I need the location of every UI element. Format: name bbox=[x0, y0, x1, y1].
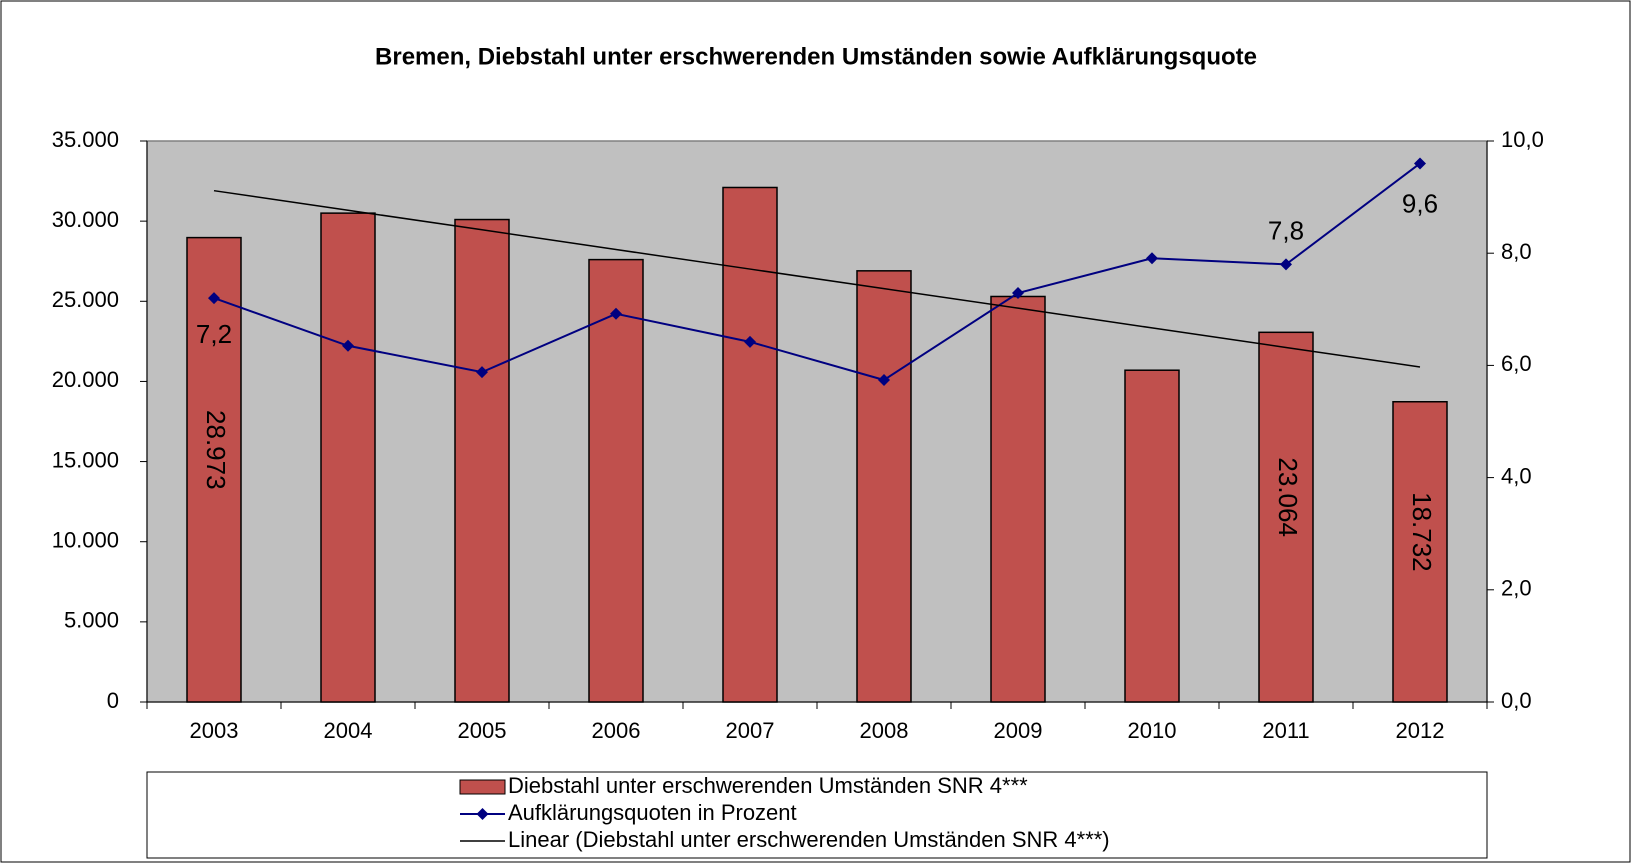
rate-marker bbox=[878, 373, 890, 386]
x-tick-label: 2006 bbox=[592, 718, 641, 743]
y-tick-label: 30.000 bbox=[52, 207, 119, 232]
bar bbox=[186, 236, 242, 703]
bar-value-label: 28.973 bbox=[201, 410, 231, 490]
chart-title: Bremen, Diebstahl unter erschwerenden Um… bbox=[375, 43, 1257, 70]
legend-label: Aufklärungsquoten in Prozent bbox=[508, 800, 797, 825]
x-tick-label: 2011 bbox=[1262, 718, 1309, 743]
rate-marker bbox=[744, 335, 756, 348]
rate-marker bbox=[342, 339, 354, 352]
legend-label: Linear (Diebstahl unter erschwerenden Um… bbox=[508, 827, 1110, 852]
y-tick-label: 10.000 bbox=[52, 528, 119, 553]
y-tick-label: 15.000 bbox=[52, 447, 119, 472]
bar-value-label: 18.732 bbox=[1407, 492, 1437, 572]
bar-value-label: 23.064 bbox=[1273, 457, 1303, 537]
y-tick-label: 35.000 bbox=[52, 127, 119, 152]
line-value-label: 9,6 bbox=[1402, 188, 1438, 218]
bar bbox=[856, 270, 912, 703]
bar bbox=[1258, 331, 1314, 703]
rate-marker bbox=[1146, 252, 1158, 265]
y2-tick-label: 0,0 bbox=[1501, 688, 1532, 713]
y2-tick-label: 6,0 bbox=[1501, 351, 1532, 376]
rate-marker bbox=[208, 292, 220, 305]
trend-line bbox=[213, 189, 1421, 368]
x-tick-label: 2004 bbox=[324, 718, 373, 743]
rate-marker bbox=[476, 366, 488, 379]
rate-line bbox=[213, 162, 1421, 382]
rate-marker bbox=[1414, 157, 1426, 170]
y-tick-label: 20.000 bbox=[52, 367, 119, 392]
legend-swatch bbox=[459, 779, 506, 795]
bar bbox=[990, 295, 1046, 703]
x-tick-label: 2012 bbox=[1396, 718, 1445, 743]
x-tick-label: 2010 bbox=[1128, 718, 1177, 743]
rate-marker bbox=[1012, 287, 1024, 300]
rate-marker bbox=[610, 307, 622, 320]
y2-tick-label: 2,0 bbox=[1501, 576, 1532, 601]
legend-box bbox=[146, 771, 1488, 859]
y2-tick-label: 8,0 bbox=[1501, 239, 1532, 264]
x-tick-label: 2003 bbox=[190, 718, 239, 743]
bar bbox=[320, 212, 376, 703]
y-tick-label: 5.000 bbox=[64, 608, 119, 633]
x-tick-label: 2007 bbox=[726, 718, 775, 743]
bar bbox=[1124, 369, 1180, 703]
line-value-label: 7,2 bbox=[196, 319, 232, 349]
x-tick-label: 2008 bbox=[860, 718, 909, 743]
y-tick-label: 25.000 bbox=[52, 287, 119, 312]
y-tick-label: 0 bbox=[107, 688, 119, 713]
bar bbox=[588, 258, 644, 703]
y2-tick-label: 4,0 bbox=[1501, 463, 1532, 488]
legend-label: Diebstahl unter erschwerenden Umständen … bbox=[508, 773, 1028, 798]
bar bbox=[454, 218, 510, 703]
line-value-label: 7,8 bbox=[1268, 215, 1304, 245]
rate-marker bbox=[1280, 258, 1292, 271]
x-tick-label: 2009 bbox=[994, 718, 1043, 743]
bar bbox=[1392, 401, 1448, 703]
y2-tick-label: 10,0 bbox=[1501, 127, 1544, 152]
bar bbox=[722, 186, 778, 703]
x-tick-label: 2005 bbox=[458, 718, 507, 743]
legend-marker bbox=[476, 808, 489, 820]
